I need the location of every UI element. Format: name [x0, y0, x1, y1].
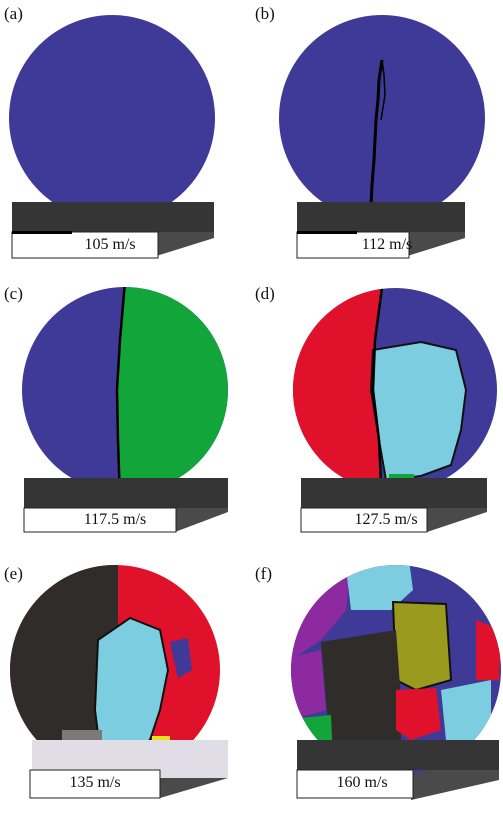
plate-edge [12, 231, 72, 234]
lightblue-fragment [369, 340, 468, 482]
plate-front [29, 769, 161, 799]
intact-sphere [9, 15, 215, 221]
lightblue-fragment [441, 680, 491, 740]
plate-front [296, 769, 414, 799]
crack [380, 59, 386, 121]
plate-top [301, 478, 487, 508]
sphere-c [22, 287, 228, 533]
panel-label: (e) [4, 564, 23, 583]
panel-d: (d) 127.5 m/s [251, 280, 501, 550]
plate-front [296, 231, 410, 259]
sphere-f [291, 565, 501, 800]
panel-label: (b) [255, 4, 275, 23]
velocity-label: 135 m/s [69, 774, 121, 791]
velocity-label: 105 m/s [84, 236, 136, 253]
red-fragment [396, 688, 441, 740]
crack [371, 288, 385, 486]
panel-label: (f) [255, 564, 272, 583]
plate-front [11, 231, 159, 259]
olive-fragment [391, 600, 453, 692]
red-fragment [293, 288, 383, 485]
velocity-label: 112 m/s [361, 236, 413, 253]
sphere-a [9, 15, 215, 259]
panel-label: (d) [255, 284, 275, 303]
panel-c: (c) 117.5 m/s [0, 280, 250, 550]
velocity-label: 160 m/s [336, 774, 388, 791]
panel-label: (a) [4, 4, 23, 23]
plate-top [12, 202, 214, 232]
crack [369, 59, 384, 206]
plate-top [297, 740, 499, 770]
sphere-e [10, 565, 228, 799]
plate-top [297, 202, 465, 232]
red-fragment [476, 620, 501, 680]
velocity-label: 117.5 m/s [83, 511, 147, 528]
plate-top [32, 740, 228, 778]
panel-a: (a) 105 m/s [0, 0, 250, 270]
dark-fragment [10, 565, 118, 760]
plate-front [300, 507, 428, 533]
blue-fragment [170, 638, 192, 678]
green-fragment [117, 287, 228, 493]
panel-e: (e) 135 m/s [0, 560, 250, 830]
lightblue-fragment [346, 565, 413, 610]
panel-f: (f) 160 m/s [251, 560, 501, 830]
plate-front [23, 507, 177, 533]
velocity-label: 127.5 m/s [354, 511, 418, 528]
sphere-b [279, 15, 485, 259]
crack [115, 287, 127, 493]
purple-fragment [291, 650, 326, 720]
plate-top [24, 478, 228, 508]
dark-fragment [321, 630, 401, 760]
panel-b: (b) 112 m/s [251, 0, 501, 270]
panel-label: (c) [4, 284, 23, 303]
plate-edge [297, 231, 357, 234]
sphere-d [293, 288, 497, 533]
